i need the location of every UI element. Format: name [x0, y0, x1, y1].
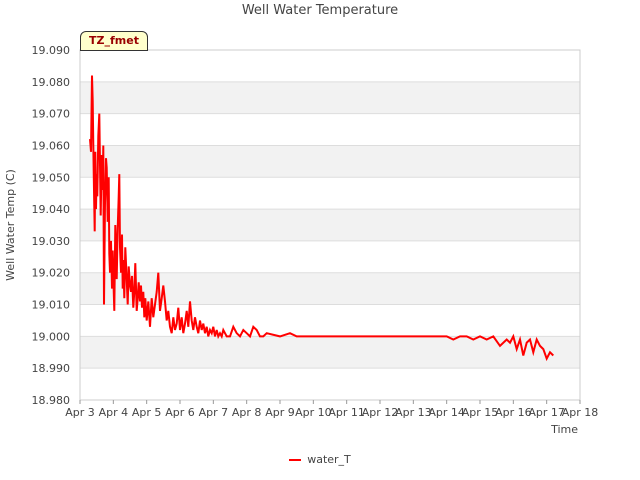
x-axis-label: Time: [550, 423, 578, 436]
y-tick-label: 19.040: [32, 203, 71, 216]
x-tick-label: Apr 17: [528, 406, 565, 419]
legend: water_T: [0, 453, 640, 466]
y-tick-label: 19.080: [32, 76, 71, 89]
y-tick-label: 19.060: [32, 139, 71, 152]
chart-title: Well Water Temperature: [241, 3, 399, 18]
y-tick-label: 18.990: [32, 362, 71, 375]
y-tick-label: 19.000: [32, 330, 71, 343]
x-tick-label: Apr 3: [65, 406, 95, 419]
x-tick-label: Apr 13: [395, 406, 432, 419]
x-tick-label: Apr 8: [232, 406, 262, 419]
x-tick-label: Apr 14: [428, 406, 465, 419]
y-tick-label: 19.050: [32, 171, 71, 184]
x-tick-label: Apr 7: [199, 406, 229, 419]
plot-frame: [79, 49, 581, 401]
y-tick-label: 18.980: [32, 394, 71, 407]
y-tick-label: 19.070: [32, 108, 71, 121]
grid-band: [80, 81, 580, 114]
series-line-water-t: [89, 75, 554, 362]
legend-swatch-water-t: [289, 459, 302, 461]
grid-band: [80, 209, 580, 241]
x-tick-label: Apr 5: [132, 406, 162, 419]
y-tick-label: 19.020: [32, 267, 71, 280]
site-badge: TZ_fmet: [80, 31, 148, 51]
x-tick-label: Apr 11: [328, 406, 365, 419]
y-tick-label: 19.030: [32, 235, 71, 248]
y-tick-label: 19.010: [32, 299, 71, 312]
x-tick-label: Apr 10: [295, 406, 332, 419]
x-tick-label: Apr 9: [265, 406, 295, 419]
legend-label-water-t: water_T: [307, 453, 351, 466]
y-tick-label: 19.090: [32, 44, 71, 57]
x-tick-label: Apr 18: [562, 406, 599, 419]
y-axis-label: Well Water Temp (C): [4, 169, 17, 281]
x-tick-label: Apr 4: [99, 406, 129, 419]
grid-band: [80, 145, 580, 178]
x-tick-label: Apr 16: [495, 406, 532, 419]
x-tick-label: Apr 15: [462, 406, 499, 419]
x-tick-label: Apr 6: [165, 406, 195, 419]
x-tick-label: Apr 12: [362, 406, 399, 419]
